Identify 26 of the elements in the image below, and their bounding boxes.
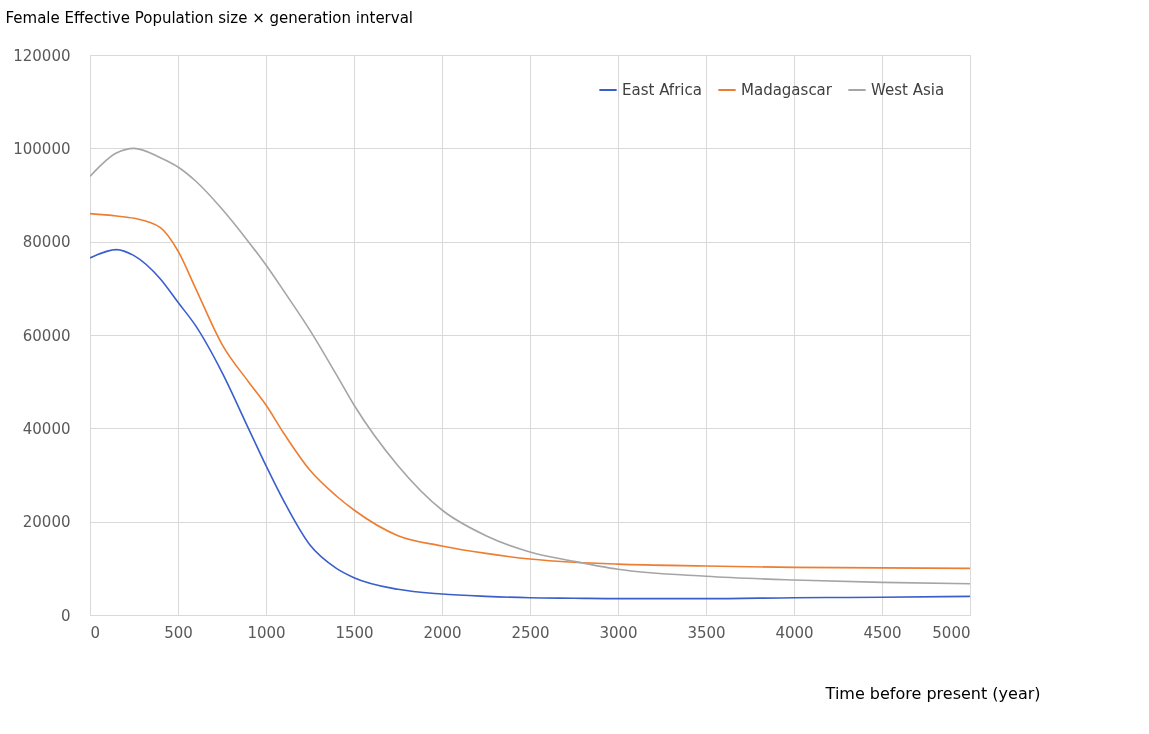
x-tick-label: 500	[164, 623, 193, 642]
x-tick-label: 1500	[335, 623, 374, 642]
legend-label: East Africa	[622, 81, 702, 99]
y-tick-label: 0	[60, 606, 71, 625]
legend-label: Madagascar	[741, 81, 833, 99]
line-series	[90, 212, 970, 570]
y-tick-label: 20000	[22, 513, 71, 532]
x-tick-label: 0	[90, 623, 101, 642]
y-tick-label: 100000	[13, 139, 71, 158]
legend-label: West Asia	[871, 81, 945, 99]
x-tick-label: 4000	[775, 623, 814, 642]
x-tick-label: 4500	[863, 623, 902, 642]
x-tick-label: 1000	[247, 623, 286, 642]
y-tick-label: 40000	[22, 419, 71, 438]
y-tick-label: 60000	[22, 326, 71, 345]
y-tick-label: 80000	[22, 233, 71, 252]
y-tick-label: 120000	[13, 46, 71, 65]
x-tick-label: 3500	[687, 623, 726, 642]
x-tick-label: 2000	[423, 623, 462, 642]
x-tick-label: 5000	[932, 623, 971, 642]
x-tick-label: 2500	[511, 623, 550, 642]
line-series	[90, 248, 970, 600]
x-tick-label: 3000	[599, 623, 638, 642]
line-series	[90, 147, 970, 585]
y-axis-title: Female Effective Population size × generation interval	[5, 8, 414, 27]
x-axis-title: Time before present (year)	[824, 683, 1041, 703]
